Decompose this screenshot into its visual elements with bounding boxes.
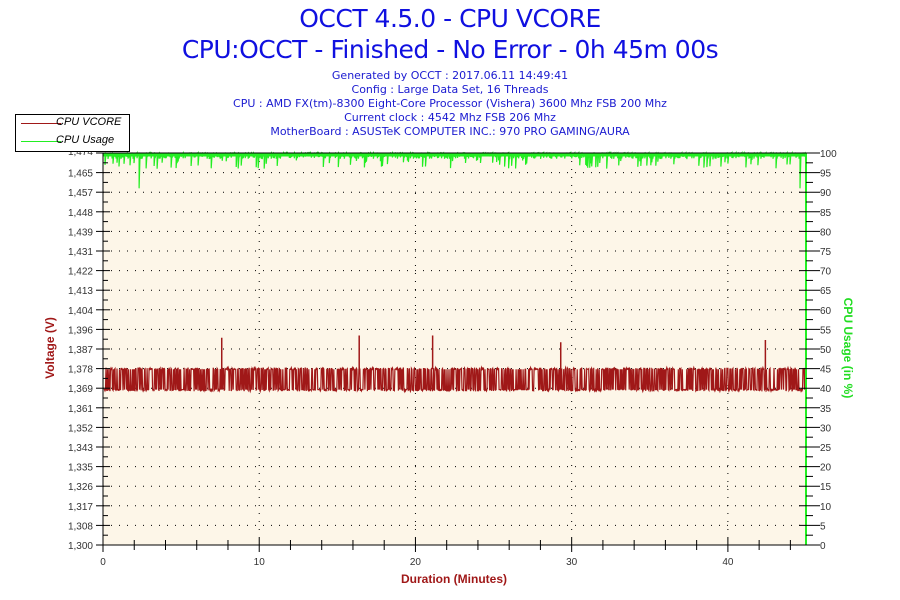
svg-text:80: 80 <box>820 227 832 238</box>
svg-text:75: 75 <box>820 247 832 258</box>
svg-text:0: 0 <box>100 557 106 568</box>
info-cpu: CPU : AMD FX(tm)-8300 Eight-Core Process… <box>233 97 667 110</box>
svg-text:1,448: 1,448 <box>68 208 93 219</box>
svg-text:1,431: 1,431 <box>68 247 93 258</box>
svg-text:40: 40 <box>722 557 734 568</box>
svg-text:70: 70 <box>820 267 832 278</box>
svg-text:90: 90 <box>820 188 832 199</box>
svg-text:1,439: 1,439 <box>68 227 93 238</box>
svg-text:1,396: 1,396 <box>68 325 93 336</box>
svg-text:20: 20 <box>410 557 422 568</box>
legend-swatch-vcore <box>21 123 61 124</box>
svg-text:25: 25 <box>820 443 832 454</box>
svg-text:1,308: 1,308 <box>68 521 93 532</box>
svg-text:1,352: 1,352 <box>68 423 93 434</box>
svg-text:10: 10 <box>254 557 266 568</box>
svg-text:1,474: 1,474 <box>68 147 93 158</box>
svg-text:95: 95 <box>820 169 832 180</box>
legend-item-usage: CPU Usage <box>16 133 129 149</box>
y-axis-right-title: CPU Usage (in %) <box>841 297 855 399</box>
legend-swatch-usage <box>21 141 61 142</box>
svg-text:1,317: 1,317 <box>68 502 93 513</box>
svg-text:1,369: 1,369 <box>68 384 93 395</box>
info-generated: Generated by OCCT : 2017.06.11 14:49:41 <box>331 69 569 82</box>
svg-text:1,378: 1,378 <box>68 365 93 376</box>
svg-text:10: 10 <box>820 502 832 513</box>
svg-text:85: 85 <box>820 208 832 219</box>
chart-legend: CPU VCORE CPU Usage <box>15 114 130 152</box>
svg-text:55: 55 <box>820 325 832 336</box>
svg-text:50: 50 <box>820 345 832 356</box>
svg-text:1,404: 1,404 <box>68 306 93 317</box>
x-axis-title: Duration (Minutes) <box>401 572 507 586</box>
svg-text:1,422: 1,422 <box>68 267 93 278</box>
svg-text:15: 15 <box>820 482 832 493</box>
info-motherboard: MotherBoard : ASUSTeK COMPUTER INC.: 970… <box>270 125 630 138</box>
svg-text:1,326: 1,326 <box>68 482 93 493</box>
svg-text:5: 5 <box>820 521 826 532</box>
svg-text:35: 35 <box>820 404 832 415</box>
svg-text:65: 65 <box>820 286 832 297</box>
svg-text:100: 100 <box>820 149 837 160</box>
svg-text:30: 30 <box>820 423 832 434</box>
info-config: Config : Large Data Set, 16 Threads <box>351 83 549 96</box>
svg-text:30: 30 <box>566 557 578 568</box>
legend-item-vcore: CPU VCORE <box>16 115 129 131</box>
svg-text:1,387: 1,387 <box>68 345 93 356</box>
y-axis-left-title: Voltage (V) <box>43 317 57 379</box>
svg-text:0: 0 <box>820 541 826 552</box>
legend-label-vcore: CPU VCORE <box>56 116 122 128</box>
svg-text:40: 40 <box>820 384 832 395</box>
svg-text:60: 60 <box>820 306 832 317</box>
info-clock: Current clock : 4542 Mhz FSB 206 Mhz <box>344 111 556 124</box>
svg-text:1,300: 1,300 <box>68 541 93 552</box>
chart-title: OCCT 4.5.0 - CPU VCORE <box>299 4 601 33</box>
svg-text:1,413: 1,413 <box>68 286 93 297</box>
svg-text:1,335: 1,335 <box>68 463 93 474</box>
svg-text:1,457: 1,457 <box>68 188 93 199</box>
legend-label-usage: CPU Usage <box>56 134 115 146</box>
svg-text:1,361: 1,361 <box>68 404 93 415</box>
svg-text:20: 20 <box>820 463 832 474</box>
svg-text:45: 45 <box>820 365 832 376</box>
chart-subtitle: CPU:OCCT - Finished - No Error - 0h 45m … <box>181 35 719 64</box>
svg-text:1,343: 1,343 <box>68 443 93 454</box>
svg-text:1,465: 1,465 <box>68 169 93 180</box>
